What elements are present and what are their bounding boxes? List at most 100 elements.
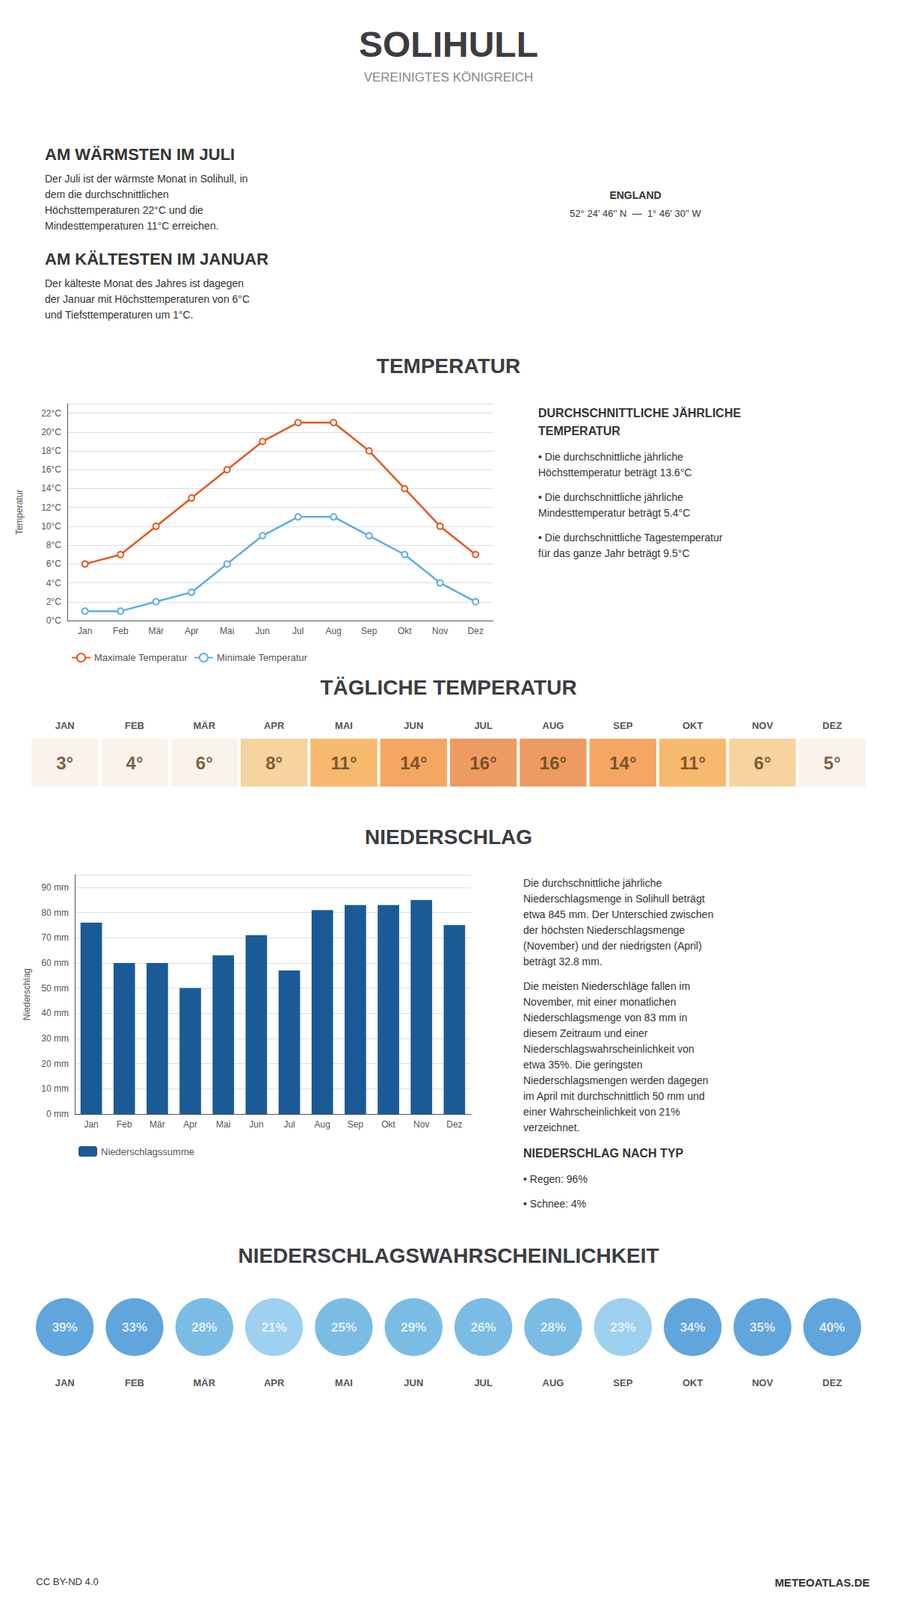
svg-text:21%: 21%: [261, 1320, 288, 1335]
svg-text:Nov: Nov: [413, 1119, 430, 1130]
svg-text:6°C: 6°C: [46, 558, 62, 569]
svg-text:16°: 16°: [470, 752, 498, 773]
svg-text:Sep: Sep: [361, 625, 378, 637]
svg-text:diesem Zeitraum und einer: diesem Zeitraum und einer: [523, 1027, 649, 1040]
svg-text:Mär: Mär: [149, 1119, 166, 1130]
svg-text:Aug: Aug: [314, 1119, 331, 1130]
svg-text:4°: 4°: [126, 752, 144, 773]
svg-text:28%: 28%: [191, 1320, 217, 1335]
svg-text:etwa 845 mm. Der Unterschied z: etwa 845 mm. Der Unterschied zwischen: [523, 908, 714, 921]
svg-text:SEP: SEP: [612, 1376, 633, 1389]
svg-text:AUG: AUG: [542, 1376, 565, 1389]
svg-text:APR: APR: [263, 1376, 285, 1389]
svg-text:Die meisten Niederschläge fall: Die meisten Niederschläge fallen im: [523, 979, 690, 992]
svg-text:70 mm: 70 mm: [41, 932, 69, 943]
svg-text:14°C: 14°C: [41, 482, 62, 494]
svg-text:NOV: NOV: [751, 719, 774, 732]
svg-text:0 mm: 0 mm: [46, 1108, 69, 1120]
svg-text:8°C: 8°C: [46, 539, 62, 551]
svg-text:Jan: Jan: [83, 1119, 98, 1130]
svg-text:16°C: 16°C: [41, 464, 62, 475]
svg-text:Okt: Okt: [381, 1119, 396, 1130]
svg-text:Mindesttemperaturen 11°C errei: Mindesttemperaturen 11°C erreichen.: [44, 219, 220, 232]
svg-text:25%: 25%: [331, 1320, 357, 1335]
svg-text:3°: 3°: [56, 752, 74, 773]
svg-text:10°C: 10°C: [41, 521, 62, 532]
svg-text:SEP: SEP: [612, 719, 633, 732]
svg-text:33%: 33%: [121, 1320, 148, 1335]
svg-text:JAN: JAN: [55, 719, 75, 732]
svg-text:39%: 39%: [52, 1320, 78, 1335]
svg-text:CC BY-ND 4.0: CC BY-ND 4.0: [35, 1575, 98, 1587]
svg-text:MAI: MAI: [334, 1376, 353, 1389]
svg-text:16°: 16°: [539, 752, 567, 773]
svg-text:FEB: FEB: [124, 719, 145, 732]
svg-text:Höchsttemperatur beträgt 13.6°: Höchsttemperatur beträgt 13.6°C: [538, 466, 693, 479]
svg-text:50 mm: 50 mm: [41, 982, 69, 994]
svg-text:Apr: Apr: [184, 625, 199, 637]
svg-text:Sep: Sep: [347, 1119, 365, 1130]
svg-text:10 mm: 10 mm: [41, 1083, 69, 1094]
svg-text:• Die durchschnittliche jährli: • Die durchschnittliche jährliche: [538, 491, 684, 504]
svg-text:14°: 14°: [399, 752, 427, 773]
svg-text:DURCHSCHNITTLICHE JÄHRLICHE: DURCHSCHNITTLICHE JÄHRLICHE: [538, 406, 741, 420]
svg-text:Jun: Jun: [248, 1119, 264, 1130]
svg-text:Aug: Aug: [325, 625, 342, 637]
svg-text:Dez: Dez: [446, 1119, 462, 1130]
svg-text:• Schnee: 4%: • Schnee: 4%: [523, 1197, 587, 1210]
svg-text:JUL: JUL: [473, 719, 493, 732]
svg-text:80 mm: 80 mm: [41, 907, 69, 918]
svg-text:(November) und der niedrigsten: (November) und der niedrigsten (April): [523, 939, 702, 952]
svg-text:26%: 26%: [470, 1320, 497, 1335]
svg-text:der Januar mit Höchsttemperatu: der Januar mit Höchsttemperaturen von 6°…: [44, 293, 250, 305]
svg-text:30 mm: 30 mm: [41, 1033, 69, 1044]
svg-text:TÄGLICHE TEMPERATUR: TÄGLICHE TEMPERATUR: [319, 675, 577, 699]
svg-text:November, mit einer monatliche: November, mit einer monatlichen: [523, 995, 677, 1008]
svg-text:etwa 35%. Die geringsten: etwa 35%. Die geringsten: [523, 1058, 643, 1071]
svg-text:6°: 6°: [754, 752, 772, 773]
svg-text:OKT: OKT: [682, 1376, 704, 1389]
svg-text:Jul: Jul: [283, 1119, 295, 1130]
svg-text:TEMPERATUR: TEMPERATUR: [376, 354, 521, 378]
svg-text:Nov: Nov: [432, 625, 448, 637]
svg-text:4°C: 4°C: [46, 577, 62, 589]
svg-text:6°: 6°: [195, 752, 214, 773]
svg-text:DEZ: DEZ: [822, 719, 842, 732]
svg-text:FEB: FEB: [124, 1376, 145, 1389]
svg-text:22°C: 22°C: [41, 408, 62, 419]
svg-text:29%: 29%: [400, 1320, 427, 1335]
svg-text:• Die durchschnittliche Tagest: • Die durchschnittliche Tagestemperatur: [538, 531, 723, 544]
svg-text:im April mit durchschnittlich: im April mit durchschnittlich 50 mm und: [523, 1089, 705, 1102]
svg-text:Mindesttemperatur beträgt 5.4°: Mindesttemperatur beträgt 5.4°C: [538, 506, 690, 519]
svg-text:Okt: Okt: [397, 625, 412, 637]
svg-text:• Regen: 96%: • Regen: 96%: [523, 1172, 588, 1185]
svg-text:Mär: Mär: [148, 625, 164, 637]
svg-text:Niederschlagsmenge in Solihull: Niederschlagsmenge in Solihull beträgt: [523, 892, 705, 905]
svg-text:40 mm: 40 mm: [41, 1007, 69, 1019]
svg-text:Niederschlagswahrscheinlichkei: Niederschlagswahrscheinlichkeit von: [523, 1042, 695, 1055]
svg-text:40%: 40%: [819, 1320, 845, 1335]
svg-text:Jan: Jan: [77, 625, 92, 637]
svg-text:11°: 11°: [331, 752, 358, 773]
svg-text:Die durchschnittliche jährlich: Die durchschnittliche jährliche: [523, 876, 662, 889]
svg-text:NIEDERSCHLAG NACH TYP: NIEDERSCHLAG NACH TYP: [523, 1146, 684, 1160]
svg-text:AM WÄRMSTEN IM JULI: AM WÄRMSTEN IM JULI: [44, 145, 235, 164]
svg-text:34%: 34%: [680, 1320, 706, 1335]
svg-text:JUN: JUN: [403, 1376, 424, 1389]
svg-text:Dez: Dez: [467, 625, 484, 637]
svg-text:MÄR: MÄR: [193, 719, 217, 732]
svg-text:2°C: 2°C: [46, 596, 62, 607]
svg-text:der höchsten Niederschlagsmeng: der höchsten Niederschlagsmenge: [523, 923, 686, 936]
svg-text:METEOATLAS.DE: METEOATLAS.DE: [774, 1575, 870, 1589]
svg-text:8°: 8°: [265, 752, 283, 773]
svg-text:einer Wahrscheinlichkeit von 2: einer Wahrscheinlichkeit von 21%: [523, 1105, 681, 1118]
svg-text:Niederschlag: Niederschlag: [21, 968, 33, 1021]
svg-text:60 mm: 60 mm: [41, 957, 69, 969]
svg-text:18°C: 18°C: [41, 445, 62, 456]
svg-text:verzeichnet.: verzeichnet.: [523, 1121, 580, 1134]
svg-text:für das ganze Jahr beträgt 9.5: für das ganze Jahr beträgt 9.5°C: [538, 547, 690, 560]
svg-text:VEREINIGTES KÖNIGREICH: VEREINIGTES KÖNIGREICH: [364, 70, 534, 85]
svg-text:20°C: 20°C: [41, 426, 62, 438]
svg-text:20 mm: 20 mm: [41, 1058, 69, 1069]
svg-text:Feb: Feb: [116, 1119, 133, 1130]
